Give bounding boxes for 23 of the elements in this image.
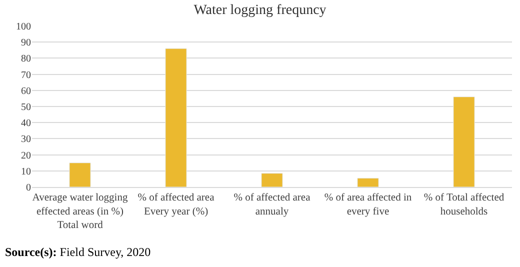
x-tick-label: % of Total affected households [424, 192, 505, 218]
y-tick-label: 20 [21, 150, 31, 162]
y-tick-label: 0 [26, 182, 31, 194]
bar [261, 173, 283, 187]
bar [357, 178, 379, 187]
x-tick-label: % of affected area annualy [234, 192, 311, 218]
y-tick-label: 90 [21, 38, 31, 49]
x-tick-label: % of affected area Every year (%) [138, 192, 215, 218]
y-tick-label: 50 [21, 102, 31, 113]
y-tick-label: 40 [21, 118, 31, 130]
y-tick-label: 30 [21, 134, 31, 146]
y-tick-label: 80 [21, 54, 31, 65]
source-note: Source(s): Field Survey, 2020 [5, 245, 151, 259]
y-tick-label: 10 [21, 166, 31, 178]
y-tick-label: 100 [16, 22, 31, 32]
x-tick-label: Average water logging effected areas (in %) Total word [32, 192, 128, 231]
y-tick-label: 70 [21, 70, 31, 81]
bar [453, 96, 475, 187]
x-tick-label: % of area affected in every five [324, 192, 412, 218]
chart-title: Water logging frequncy [194, 2, 326, 18]
bar [69, 162, 91, 187]
bar [165, 48, 187, 187]
y-tick-label: 60 [21, 86, 31, 97]
